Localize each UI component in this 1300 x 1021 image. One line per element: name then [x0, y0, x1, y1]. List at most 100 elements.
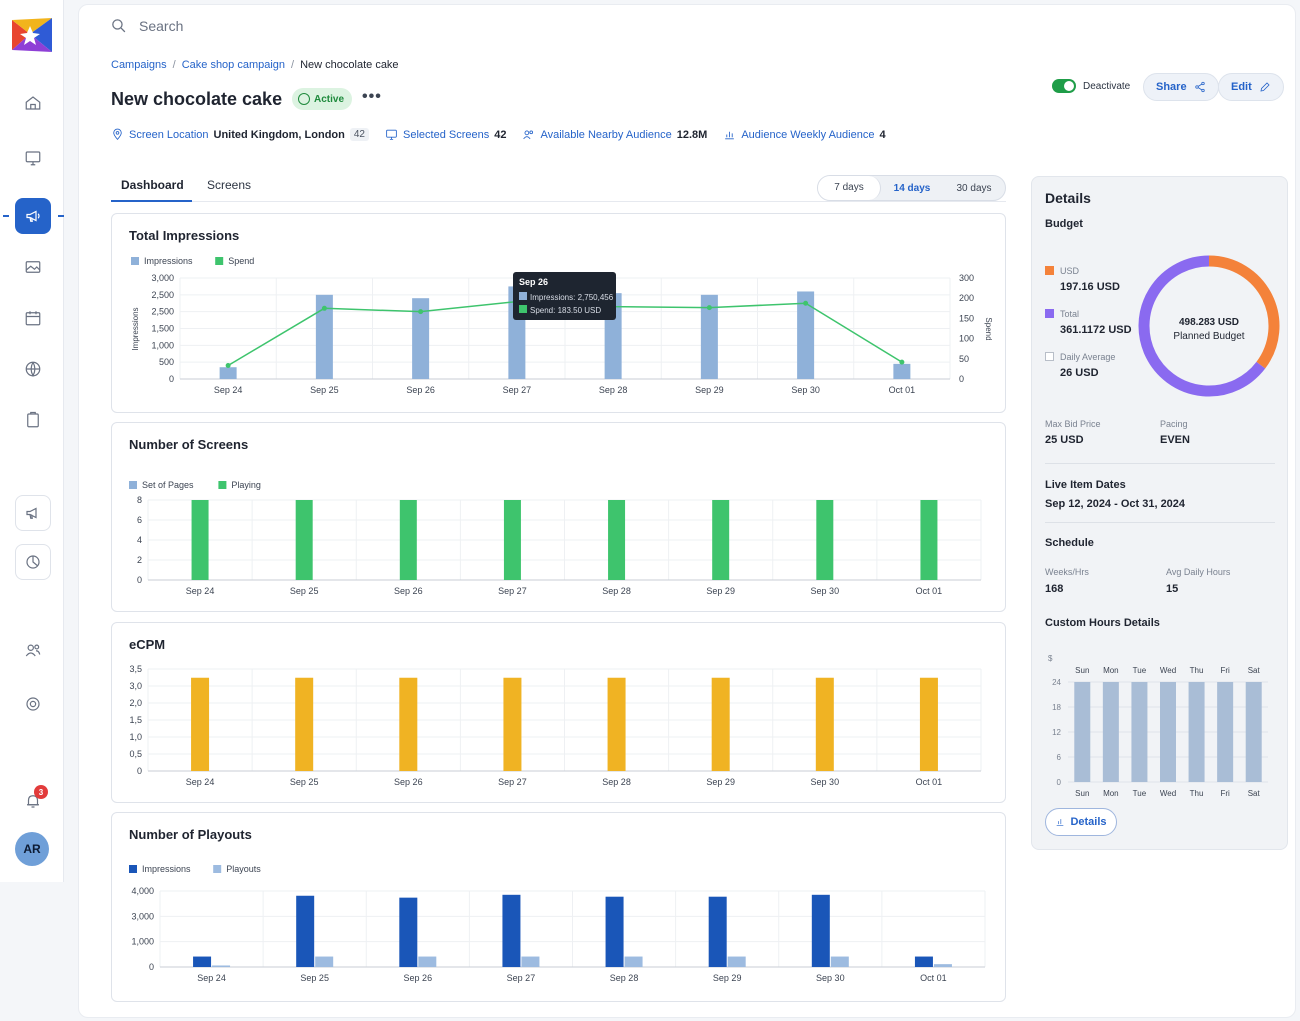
more-options-button[interactable]: •••: [362, 88, 382, 105]
search-bar[interactable]: Search: [110, 17, 183, 34]
schedule-title: Schedule: [1045, 537, 1094, 549]
ecpm-card: eCPM 3,5 3,0 2,0 1,5 1,0 0,5 0 Sep 24 Sep 25 Sep …: [111, 622, 1006, 803]
chart-bar: [399, 500, 417, 580]
nav-promotions[interactable]: [15, 495, 51, 531]
chart-bar: [212, 965, 231, 967]
x-tick-label: Sep 25: [290, 777, 319, 787]
monitor-icon: [386, 129, 397, 140]
chart-bar: [708, 896, 727, 967]
app-logo[interactable]: [10, 16, 54, 54]
chart-bar: [502, 894, 521, 967]
x-tick-label: Oct 01: [920, 973, 947, 983]
y-tick-label: 0: [149, 962, 154, 972]
deactivate-toggle[interactable]: Deactivate: [1052, 79, 1130, 93]
playouts-card: Number of Playouts Impressions Playouts 4,…: [111, 812, 1006, 1002]
x-tick-label: Sep 29: [706, 777, 735, 787]
y-tick-label: 0,5: [129, 749, 142, 759]
day-label-bottom: Mon: [1103, 789, 1119, 798]
date-range-selector[interactable]: 7 days 14 days 30 days: [817, 175, 1006, 201]
active-marker-left: [3, 215, 9, 217]
chart-bar: [605, 896, 624, 967]
breadcrumb-campaigns[interactable]: Campaigns: [111, 59, 167, 71]
x-tick-label: Sep 28: [610, 973, 639, 983]
screens-chart: Set of Pages Playing 8 6 4 2 0 Sep 24 Sep 25 Sep …: [129, 480, 982, 596]
nav-campaigns[interactable]: [15, 198, 51, 234]
hours-bar: [1102, 682, 1119, 782]
y-tick-label: 2,0: [129, 698, 142, 708]
nav-notifications[interactable]: [15, 783, 51, 819]
y2-axis-label: Spend: [984, 317, 993, 340]
legend-swatch: [213, 865, 222, 873]
range-7-days[interactable]: 7 days: [818, 176, 881, 200]
nav-network[interactable]: [15, 351, 51, 387]
nav-reports[interactable]: [15, 402, 51, 438]
chart-bar: [418, 956, 437, 967]
y-tick-label: 3,000: [151, 273, 174, 283]
impressions-chart: Impressions Spend 3,000 2,500 2,500 1,500 1,00…: [131, 256, 993, 395]
meta-screens-label: Selected Screens: [403, 128, 490, 141]
nav-screens[interactable]: [15, 140, 51, 176]
y-tick-label: 1,000: [131, 937, 154, 947]
screens-card: Number of Screens Set of Pages Playing 8 6 4…: [111, 422, 1006, 612]
chart-bar: [315, 956, 334, 967]
image-icon: [25, 261, 41, 273]
calendar-icon: [25, 311, 41, 326]
nav-users[interactable]: [15, 632, 51, 668]
chart-bar: [624, 956, 643, 967]
meta-screens: Selected Screens 42: [385, 128, 506, 141]
tab-screens[interactable]: Screens: [207, 178, 252, 192]
active-marker-right: [58, 215, 64, 217]
meta-weekly-value: 4: [879, 128, 886, 141]
chart-bar: [191, 677, 210, 771]
nav-calendar[interactable]: [15, 300, 51, 336]
x-tick-label: Sep 25: [290, 586, 319, 596]
playouts-title: Number of Playouts: [129, 827, 252, 842]
search-input[interactable]: Search: [139, 17, 184, 34]
weeks-value: 168: [1045, 583, 1064, 595]
share-button[interactable]: Share: [1143, 73, 1219, 101]
tooltip-swatch: [519, 305, 527, 313]
spend-point: [225, 363, 231, 369]
donut-label: Planned Budget: [1173, 331, 1244, 342]
nav-analytics[interactable]: [15, 544, 51, 580]
day-label-bottom: Fri: [1220, 789, 1230, 798]
chart-bar: [412, 298, 430, 379]
range-30-days[interactable]: 30 days: [956, 182, 992, 194]
chart-bar: [608, 500, 626, 580]
hours-bar: [1188, 682, 1205, 782]
screens-title: Number of Screens: [129, 437, 249, 452]
megaphone-icon: [26, 210, 40, 222]
tab-dashboard[interactable]: Dashboard: [121, 178, 184, 192]
legend-label: Spend: [228, 256, 254, 266]
chart-bar: [295, 677, 314, 771]
donut-slice: [1208, 255, 1280, 369]
usd-legend: USD: [1045, 266, 1079, 276]
y-tick-label: 3,000: [131, 911, 154, 921]
share-label: Share: [1156, 81, 1187, 93]
nav-media[interactable]: [15, 249, 51, 285]
chart-bar: [399, 897, 418, 967]
edit-button[interactable]: Edit: [1218, 73, 1284, 101]
details-button[interactable]: Details: [1045, 808, 1117, 836]
hours-bar: [1160, 682, 1176, 782]
user-avatar[interactable]: AR: [15, 832, 49, 866]
chart-bar: [399, 677, 418, 771]
legend-label: Playing: [231, 480, 261, 490]
chart-bar: [920, 500, 938, 580]
day-label-bottom: Wed: [1160, 789, 1176, 798]
y2-tick-label: 50: [959, 354, 969, 364]
meta-weekly: Audience Weekly Audience 4: [723, 128, 886, 141]
y-tick-label: 3,5: [129, 664, 142, 674]
nav-support[interactable]: [15, 686, 51, 722]
x-tick-label: Oct 01: [916, 777, 943, 787]
nav-home[interactable]: [15, 85, 51, 121]
edit-label: Edit: [1231, 81, 1252, 93]
toggle-switch[interactable]: [1052, 79, 1076, 93]
breadcrumb-campaign[interactable]: Cake shop campaign: [181, 59, 286, 71]
chart-bar: [893, 363, 911, 379]
location-pin-icon: [113, 128, 122, 141]
x-tick-label: Sep 29: [713, 973, 742, 983]
divider: [1045, 522, 1275, 523]
meta-location-value: United Kingdom, London: [213, 128, 345, 141]
range-14-days[interactable]: 14 days: [893, 182, 931, 194]
